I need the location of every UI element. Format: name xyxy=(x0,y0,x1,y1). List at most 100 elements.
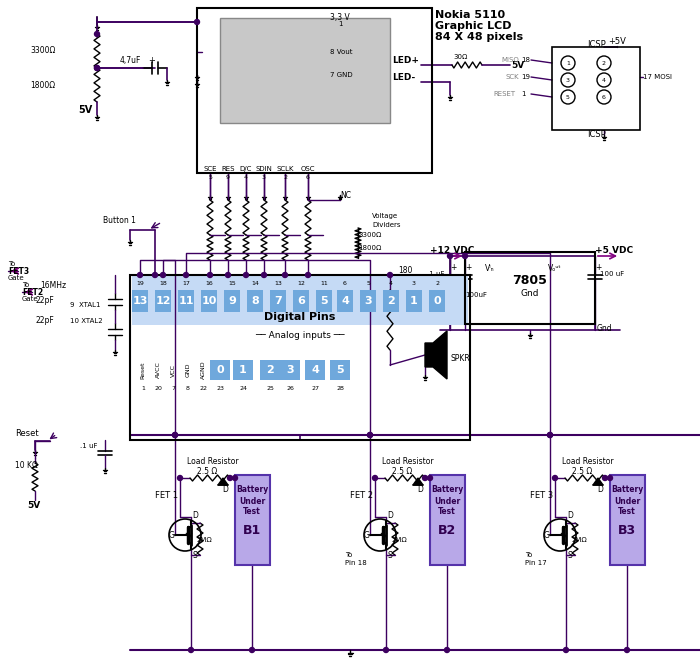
Text: OSC: OSC xyxy=(301,166,315,172)
Text: .1 uF: .1 uF xyxy=(427,271,444,277)
Bar xyxy=(383,290,399,312)
Text: 1800Ω: 1800Ω xyxy=(30,80,55,90)
Text: Voltage: Voltage xyxy=(372,213,398,219)
Text: 28: 28 xyxy=(336,385,344,391)
Text: 25: 25 xyxy=(266,385,274,391)
Text: 26: 26 xyxy=(286,385,294,391)
Text: S: S xyxy=(192,550,197,560)
Text: SCLK: SCLK xyxy=(276,166,294,172)
Text: 3,3 V: 3,3 V xyxy=(330,13,350,21)
Text: 6: 6 xyxy=(297,296,305,306)
Text: 6: 6 xyxy=(306,174,310,180)
Text: 13: 13 xyxy=(132,296,148,306)
Polygon shape xyxy=(218,478,228,485)
Text: 14: 14 xyxy=(251,280,259,286)
Text: Digital Pins: Digital Pins xyxy=(265,312,336,322)
Circle shape xyxy=(172,432,178,438)
Text: 100uF: 100uF xyxy=(465,292,487,298)
Text: LED+: LED+ xyxy=(392,56,419,64)
Text: 4: 4 xyxy=(341,296,349,306)
Text: 2: 2 xyxy=(266,365,274,375)
Text: Test: Test xyxy=(438,507,456,516)
Text: 3300Ω: 3300Ω xyxy=(30,46,55,54)
Text: Under: Under xyxy=(434,497,460,505)
Text: Vᴵₙ: Vᴵₙ xyxy=(485,263,495,272)
Text: 5: 5 xyxy=(320,296,328,306)
Text: RESET: RESET xyxy=(493,91,515,97)
Text: FET 3: FET 3 xyxy=(530,491,553,499)
Text: 2: 2 xyxy=(435,280,439,286)
Bar xyxy=(201,290,217,312)
Circle shape xyxy=(228,475,232,481)
Text: +: + xyxy=(595,263,601,272)
Circle shape xyxy=(561,73,575,87)
Text: D: D xyxy=(387,511,393,520)
Text: Battery: Battery xyxy=(236,485,268,495)
Text: Button 1: Button 1 xyxy=(103,215,136,225)
Bar xyxy=(610,475,645,565)
Bar xyxy=(293,290,309,312)
Bar xyxy=(233,360,253,380)
Text: 2: 2 xyxy=(602,60,606,66)
Text: 2: 2 xyxy=(283,174,287,180)
Text: +5V: +5V xyxy=(608,36,626,46)
Text: 5V: 5V xyxy=(511,60,524,70)
Text: 19: 19 xyxy=(521,74,530,80)
Text: 5V: 5V xyxy=(78,105,92,115)
Bar xyxy=(155,290,171,312)
Text: 9: 9 xyxy=(228,296,236,306)
Bar xyxy=(552,47,640,130)
Text: 1800Ω: 1800Ω xyxy=(358,245,382,251)
Polygon shape xyxy=(413,478,423,485)
Circle shape xyxy=(160,272,165,278)
Circle shape xyxy=(428,475,433,481)
Text: 3300Ω: 3300Ω xyxy=(358,232,382,238)
Circle shape xyxy=(624,648,629,652)
Circle shape xyxy=(183,272,188,278)
Bar xyxy=(220,18,390,123)
Text: D: D xyxy=(222,485,228,493)
Text: 3: 3 xyxy=(364,296,372,306)
Bar xyxy=(316,290,332,312)
Circle shape xyxy=(463,253,468,259)
Text: S: S xyxy=(567,550,572,560)
Bar xyxy=(429,290,445,312)
Circle shape xyxy=(384,648,388,652)
Text: 23: 23 xyxy=(216,385,224,391)
Text: 2MΩ: 2MΩ xyxy=(197,537,213,543)
Circle shape xyxy=(447,253,452,259)
Circle shape xyxy=(603,475,608,481)
Text: 0: 0 xyxy=(216,365,224,375)
Text: B1: B1 xyxy=(243,524,261,536)
Text: 6: 6 xyxy=(602,95,606,99)
Text: G: G xyxy=(364,530,370,540)
Text: Gate: Gate xyxy=(8,275,25,281)
Text: 2.5 Ω: 2.5 Ω xyxy=(392,467,412,475)
Text: 7805: 7805 xyxy=(512,274,547,286)
Text: 22: 22 xyxy=(199,385,207,391)
Circle shape xyxy=(207,272,213,278)
Text: D: D xyxy=(597,485,603,493)
Text: RES: RES xyxy=(221,166,234,172)
Bar xyxy=(130,275,470,440)
Circle shape xyxy=(153,272,158,278)
Text: 100 uF: 100 uF xyxy=(600,271,624,277)
Text: G: G xyxy=(169,530,175,540)
Text: To: To xyxy=(345,552,352,558)
Text: SPKR: SPKR xyxy=(450,353,470,363)
Text: 27: 27 xyxy=(311,385,319,391)
Circle shape xyxy=(178,475,183,481)
Circle shape xyxy=(368,432,372,438)
Circle shape xyxy=(137,272,143,278)
Text: FET 1: FET 1 xyxy=(155,491,178,499)
Text: 5: 5 xyxy=(366,280,370,286)
Text: Pin 18: Pin 18 xyxy=(345,560,367,566)
Circle shape xyxy=(561,56,575,70)
Text: 4,7uF: 4,7uF xyxy=(120,56,141,64)
Text: 18: 18 xyxy=(521,57,530,63)
Text: 9  XTAL1: 9 XTAL1 xyxy=(70,302,101,308)
Text: 5: 5 xyxy=(566,95,570,99)
Text: 10 XTAL2: 10 XTAL2 xyxy=(70,318,103,324)
Circle shape xyxy=(94,32,99,36)
Text: 1: 1 xyxy=(521,91,526,97)
